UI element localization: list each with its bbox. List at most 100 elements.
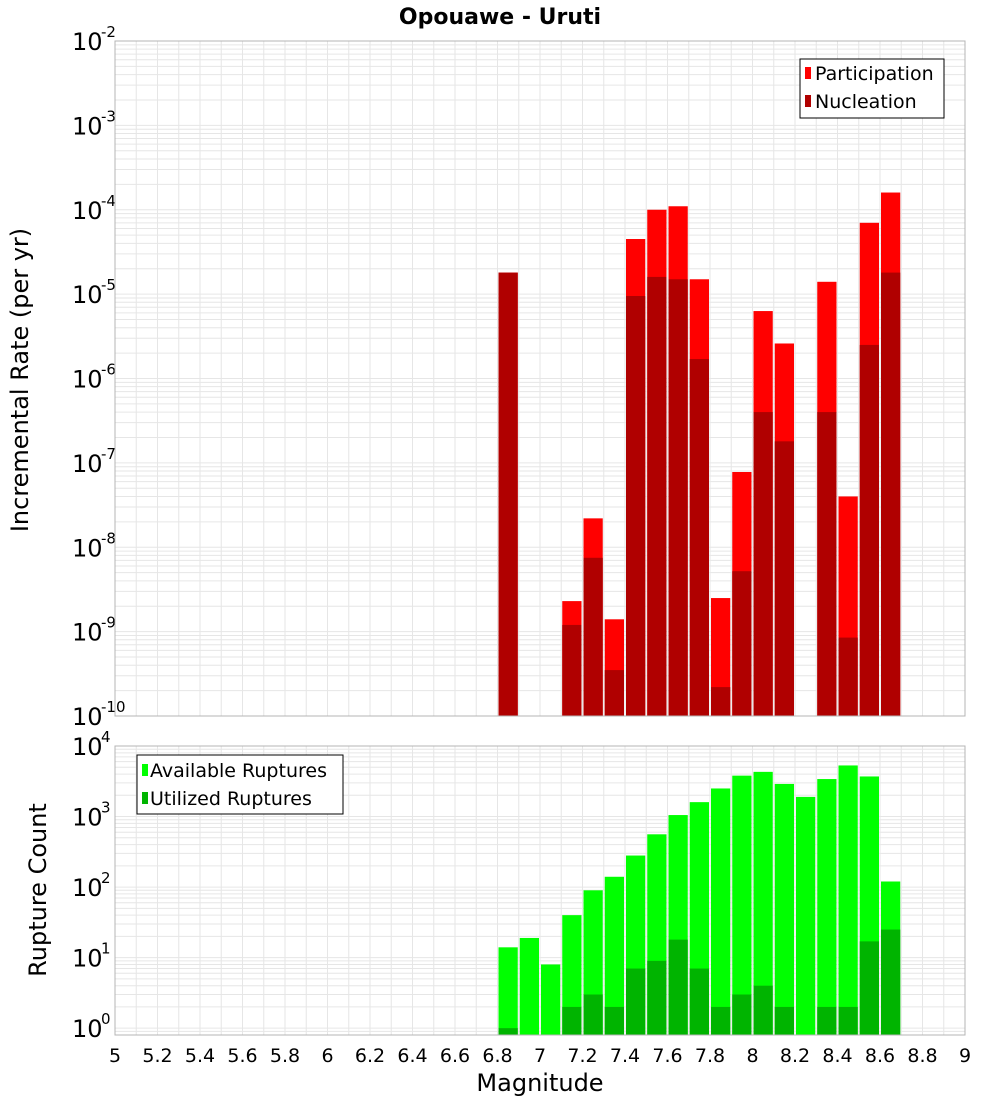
x-tick-label: 7.4 [610, 1045, 640, 1067]
nucleation-bar [838, 637, 858, 716]
rate-legend: Participation Nucleation [799, 58, 945, 119]
y-tick-exponent: 3 [101, 799, 111, 817]
y-tick-label: 10 [72, 703, 103, 731]
x-axis-ticks: 5 5.2 5.4 5.6 5.8 6 6.2 6.4 6.6 6.8 7 7.2 7.4 7.6 7.8 8… [109, 1045, 971, 1067]
nucleation-bar [583, 557, 603, 716]
rate-panel-frame [114, 40, 966, 717]
y-tick-label: 10 [72, 534, 103, 562]
y-tick-exponent: -4 [101, 192, 116, 210]
bottom-y-axis-label: Rupture Count [24, 803, 52, 977]
nucleation-legend-swatch [805, 95, 811, 107]
available-ruptures-bar [711, 788, 731, 1035]
available-ruptures-bar [498, 947, 518, 1035]
utilized-ruptures-bar [647, 960, 667, 1035]
y-tick-label: 10 [72, 945, 103, 973]
x-tick-label: 8.4 [822, 1045, 852, 1067]
y-tick-label: 10 [72, 197, 103, 225]
utilized-ruptures-bar [583, 994, 603, 1035]
y-tick-exponent: -8 [101, 529, 116, 547]
available-ruptures-bar [817, 779, 837, 1035]
utilized-legend-swatch [142, 792, 148, 804]
y-tick-label: 10 [72, 733, 103, 761]
y-tick-label: 10 [72, 366, 103, 394]
x-tick-label: 8.8 [907, 1045, 937, 1067]
nucleation-bar [732, 571, 752, 716]
y-tick-exponent: -5 [101, 276, 116, 294]
x-tick-label: 5.4 [185, 1045, 215, 1067]
nucleation-bar [604, 670, 624, 716]
count-legend: Available Ruptures Utilized Ruptures [136, 754, 344, 815]
available-ruptures-bar [838, 765, 858, 1035]
y-tick-exponent: -2 [101, 23, 116, 41]
y-tick-exponent: -10 [101, 698, 126, 716]
y-tick-exponent: 1 [101, 940, 111, 958]
utilized-ruptures-bar [604, 1006, 624, 1035]
y-tick-label: 10 [72, 281, 103, 309]
x-axis-label: Magnitude [476, 1069, 603, 1097]
participation-bar [711, 598, 731, 716]
y-tick-label: 10 [72, 450, 103, 478]
x-tick-label: 6.2 [355, 1045, 385, 1067]
y-tick-exponent: -9 [101, 614, 116, 632]
participation-legend-swatch [805, 67, 811, 79]
nucleation-bar [562, 624, 582, 716]
rate-panel-bars [498, 192, 901, 717]
y-tick-label: 10 [72, 112, 103, 140]
nucleation-bar [711, 687, 731, 716]
utilized-legend-label: Utilized Ruptures [150, 788, 312, 810]
x-tick-label: 6.6 [440, 1045, 470, 1067]
available-ruptures-bar [562, 915, 582, 1035]
utilized-ruptures-bar [689, 968, 709, 1035]
utilized-ruptures-bar [562, 1006, 582, 1035]
nucleation-bar [689, 359, 709, 716]
available-ruptures-bar [796, 796, 816, 1035]
nucleation-bar [859, 344, 879, 716]
y-tick-exponent: -6 [101, 361, 116, 379]
y-tick-exponent: 2 [101, 869, 111, 887]
count-panel-frame [114, 745, 966, 1036]
x-tick-label: 7.6 [652, 1045, 682, 1067]
nucleation-bar [668, 279, 688, 716]
nucleation-bar [647, 276, 667, 716]
available-ruptures-bar [519, 937, 539, 1035]
x-tick-label: 5.6 [227, 1045, 257, 1067]
count-legend-box [136, 754, 344, 815]
utilized-ruptures-bar [817, 1006, 837, 1035]
x-tick-label: 6.8 [482, 1045, 512, 1067]
utilized-ruptures-bar [668, 939, 688, 1035]
utilized-ruptures-bar [711, 1006, 731, 1035]
nucleation-bar [626, 296, 646, 716]
nucleation-legend-label: Nucleation [815, 91, 917, 113]
utilized-ruptures-bar [774, 1006, 794, 1035]
utilized-ruptures-bar [859, 941, 879, 1035]
nucleation-bar [498, 272, 518, 716]
available-ruptures-bar [732, 775, 752, 1035]
count-panel-bars [498, 765, 901, 1035]
top-y-axis-label: Incremental Rate (per yr) [6, 228, 34, 532]
nucleation-bar [753, 412, 773, 716]
utilized-ruptures-bar [753, 985, 773, 1035]
available-ruptures-bar [753, 771, 773, 1035]
nucleation-bar [817, 412, 837, 716]
rate-legend-box [799, 58, 945, 119]
nucleation-bar [774, 441, 794, 716]
y-tick-label: 10 [72, 28, 103, 56]
chart-title: Opouawe - Uruti [399, 5, 601, 30]
available-ruptures-bar [774, 783, 794, 1035]
x-tick-label: 9 [959, 1045, 971, 1067]
y-tick-label: 10 [72, 1015, 103, 1043]
nucleation-bar [881, 272, 901, 716]
available-legend-label: Available Ruptures [150, 760, 327, 782]
utilized-ruptures-bar [498, 1028, 518, 1035]
y-tick-label: 10 [72, 619, 103, 647]
y-tick-exponent: -3 [101, 107, 116, 125]
y-tick-label: 10 [72, 804, 103, 832]
participation-legend-label: Participation [815, 63, 934, 85]
utilized-ruptures-bar [626, 968, 646, 1035]
rate-panel-grid [114, 40, 966, 717]
available-legend-swatch [142, 764, 148, 776]
